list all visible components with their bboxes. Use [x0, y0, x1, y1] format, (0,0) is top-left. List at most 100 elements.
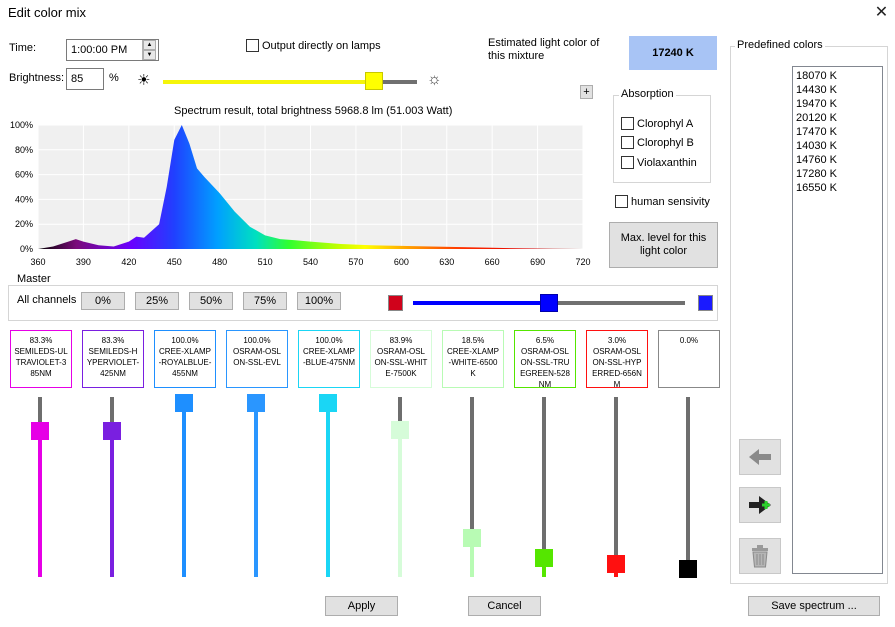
channel-box: 3.0% OSRAM-OSLON-SSL-HYPERRED-656NM: [586, 330, 648, 388]
close-icon: ✕: [874, 4, 889, 21]
x-tick-label: 510: [258, 257, 273, 267]
channel-percent: 6.5%: [535, 336, 555, 345]
preset-100-label: 100%: [304, 295, 334, 307]
x-tick-label: 450: [167, 257, 182, 267]
spin-down-icon[interactable]: ▼: [143, 50, 156, 60]
estimated-value: 17240 K: [652, 47, 694, 59]
channel-fill: [254, 403, 258, 577]
max-level-button[interactable]: Max. level for this light color: [609, 222, 718, 268]
predefined-item[interactable]: 14430 K: [796, 84, 837, 96]
predefined-item[interactable]: 16550 K: [796, 182, 837, 194]
master-thumb[interactable]: [540, 294, 558, 312]
channel-track: [470, 397, 474, 538]
channel-slider-thumb[interactable]: [535, 549, 553, 567]
preset-75-button[interactable]: 75%: [243, 292, 287, 310]
max-level-label: Max. level for this light color: [620, 232, 707, 257]
predefined-item[interactable]: 14760 K: [796, 154, 837, 166]
channel-slider-thumb[interactable]: [31, 422, 49, 440]
preset-50-button[interactable]: 50%: [189, 292, 233, 310]
clorophyl-b-checkbox[interactable]: [621, 136, 634, 149]
spin-up-icon[interactable]: ▲: [143, 40, 156, 50]
brightness-value: 85: [71, 73, 84, 85]
time-spinner[interactable]: ▲ ▼: [142, 40, 156, 60]
output-lamps-label: Output directly on lamps: [262, 39, 381, 52]
channel-name: OSRAM-OSLON-SSL-HYPERRED-656NM: [592, 347, 642, 388]
time-input[interactable]: 1:00:00 PM: [66, 39, 159, 61]
brightness-label: Brightness:: [9, 72, 65, 84]
channel-percent: 18.5%: [461, 336, 485, 345]
add-preset-button[interactable]: [739, 487, 781, 523]
clorophyl-a-checkbox[interactable]: [621, 117, 634, 130]
x-tick-label: 360: [30, 257, 45, 267]
channel-slider-thumb[interactable]: [463, 529, 481, 547]
output-lamps-checkbox[interactable]: [246, 39, 259, 52]
human-sensivity-checkbox[interactable]: [615, 195, 628, 208]
predefined-item[interactable]: 14030 K: [796, 140, 837, 152]
predefined-list[interactable]: 18070 K 14430 K 19470 K 20120 K 17470 K 14030…: [792, 66, 883, 574]
close-button[interactable]: ✕: [868, 0, 895, 26]
output-lamps-checkbox-row[interactable]: Output directly on lamps: [246, 39, 381, 52]
channel-slider-thumb[interactable]: [679, 560, 697, 578]
absorption-clorophyl-b[interactable]: Clorophyl B: [621, 136, 694, 149]
predefined-item[interactable]: 18070 K: [796, 70, 837, 82]
channel-percent: 100.0%: [171, 336, 199, 345]
master-track: [549, 301, 685, 305]
estimated-color-swatch: 17240 K: [629, 36, 717, 70]
save-spectrum-button[interactable]: Save spectrum ...: [748, 596, 880, 616]
brightness-slider[interactable]: [163, 72, 417, 90]
load-preset-button[interactable]: [739, 439, 781, 475]
apply-button[interactable]: Apply: [325, 596, 398, 616]
x-tick-label: 480: [212, 257, 227, 267]
preset-25-button[interactable]: 25%: [135, 292, 179, 310]
channel-track: [614, 397, 618, 564]
violaxanthin-checkbox[interactable]: [621, 156, 634, 169]
apply-label: Apply: [347, 600, 376, 612]
predefined-item[interactable]: 17470 K: [796, 126, 837, 138]
x-tick-label: 690: [530, 257, 545, 267]
delete-preset-button[interactable]: [739, 538, 781, 574]
channel-fill: [326, 403, 330, 577]
channel-percent: 83.3%: [101, 336, 125, 345]
channel-slider-thumb[interactable]: [175, 394, 193, 412]
absorption-label: Absorption: [619, 88, 676, 100]
channel-slider-thumb[interactable]: [391, 421, 409, 439]
absorption-violaxanthin[interactable]: Violaxanthin: [621, 156, 697, 169]
channel-name: OSRAM-OSLON-SSL-WHITE-7500K: [374, 347, 428, 378]
expand-plus-button[interactable]: +: [580, 85, 593, 99]
cancel-button[interactable]: Cancel: [468, 596, 541, 616]
y-tick-label: 80%: [15, 145, 33, 155]
human-sensivity-row[interactable]: human sensivity: [615, 195, 710, 208]
channel-box: 6.5% OSRAM-OSLON-SSL-TRUEGREEN-528NM: [514, 330, 576, 388]
master-slider[interactable]: [413, 294, 685, 312]
channel-fill: [38, 431, 42, 577]
channel-box: 0.0%: [658, 330, 720, 388]
y-tick-label: 100%: [10, 120, 33, 130]
predefined-item[interactable]: 19470 K: [796, 98, 837, 110]
channel-box: 83.3% SEMILEDS-ULTRAVIOLET-385NM: [10, 330, 72, 388]
predefined-item[interactable]: 17280 K: [796, 168, 837, 180]
x-tick-label: 390: [76, 257, 91, 267]
channel-slider-thumb[interactable]: [319, 394, 337, 412]
brightness-thumb[interactable]: [365, 72, 383, 90]
channel-slider-thumb[interactable]: [607, 555, 625, 573]
channel-name: CREE-XLAMP-ROYALBLUE-455NM: [158, 347, 212, 378]
channel-name: OSRAM-OSLON-SSL-EVL: [232, 347, 281, 367]
preset-0-button[interactable]: 0%: [81, 292, 125, 310]
sun-dim-icon: ☀: [137, 72, 151, 89]
preset-100-button[interactable]: 100%: [297, 292, 341, 310]
brightness-input[interactable]: 85: [66, 68, 104, 90]
channel-slider-thumb[interactable]: [103, 422, 121, 440]
channel-percent: 3.0%: [607, 336, 627, 345]
channel-box: 83.3% SEMILEDS-HYPERVIOLET-425NM: [82, 330, 144, 388]
absorption-clorophyl-a[interactable]: Clorophyl A: [621, 117, 693, 130]
channel-slider-thumb[interactable]: [247, 394, 265, 412]
master-label: Master: [15, 273, 53, 285]
channel-name: OSRAM-OSLON-SSL-TRUEGREEN-528NM: [520, 347, 570, 388]
y-tick-label: 20%: [15, 219, 33, 229]
x-tick-label: 600: [394, 257, 409, 267]
channel-track: [542, 397, 546, 558]
predefined-item[interactable]: 20120 K: [796, 112, 837, 124]
channel-percent: 100.0%: [315, 336, 343, 345]
channel-percent: 83.9%: [389, 336, 413, 345]
clorophyl-b-label: Clorophyl B: [637, 136, 694, 149]
